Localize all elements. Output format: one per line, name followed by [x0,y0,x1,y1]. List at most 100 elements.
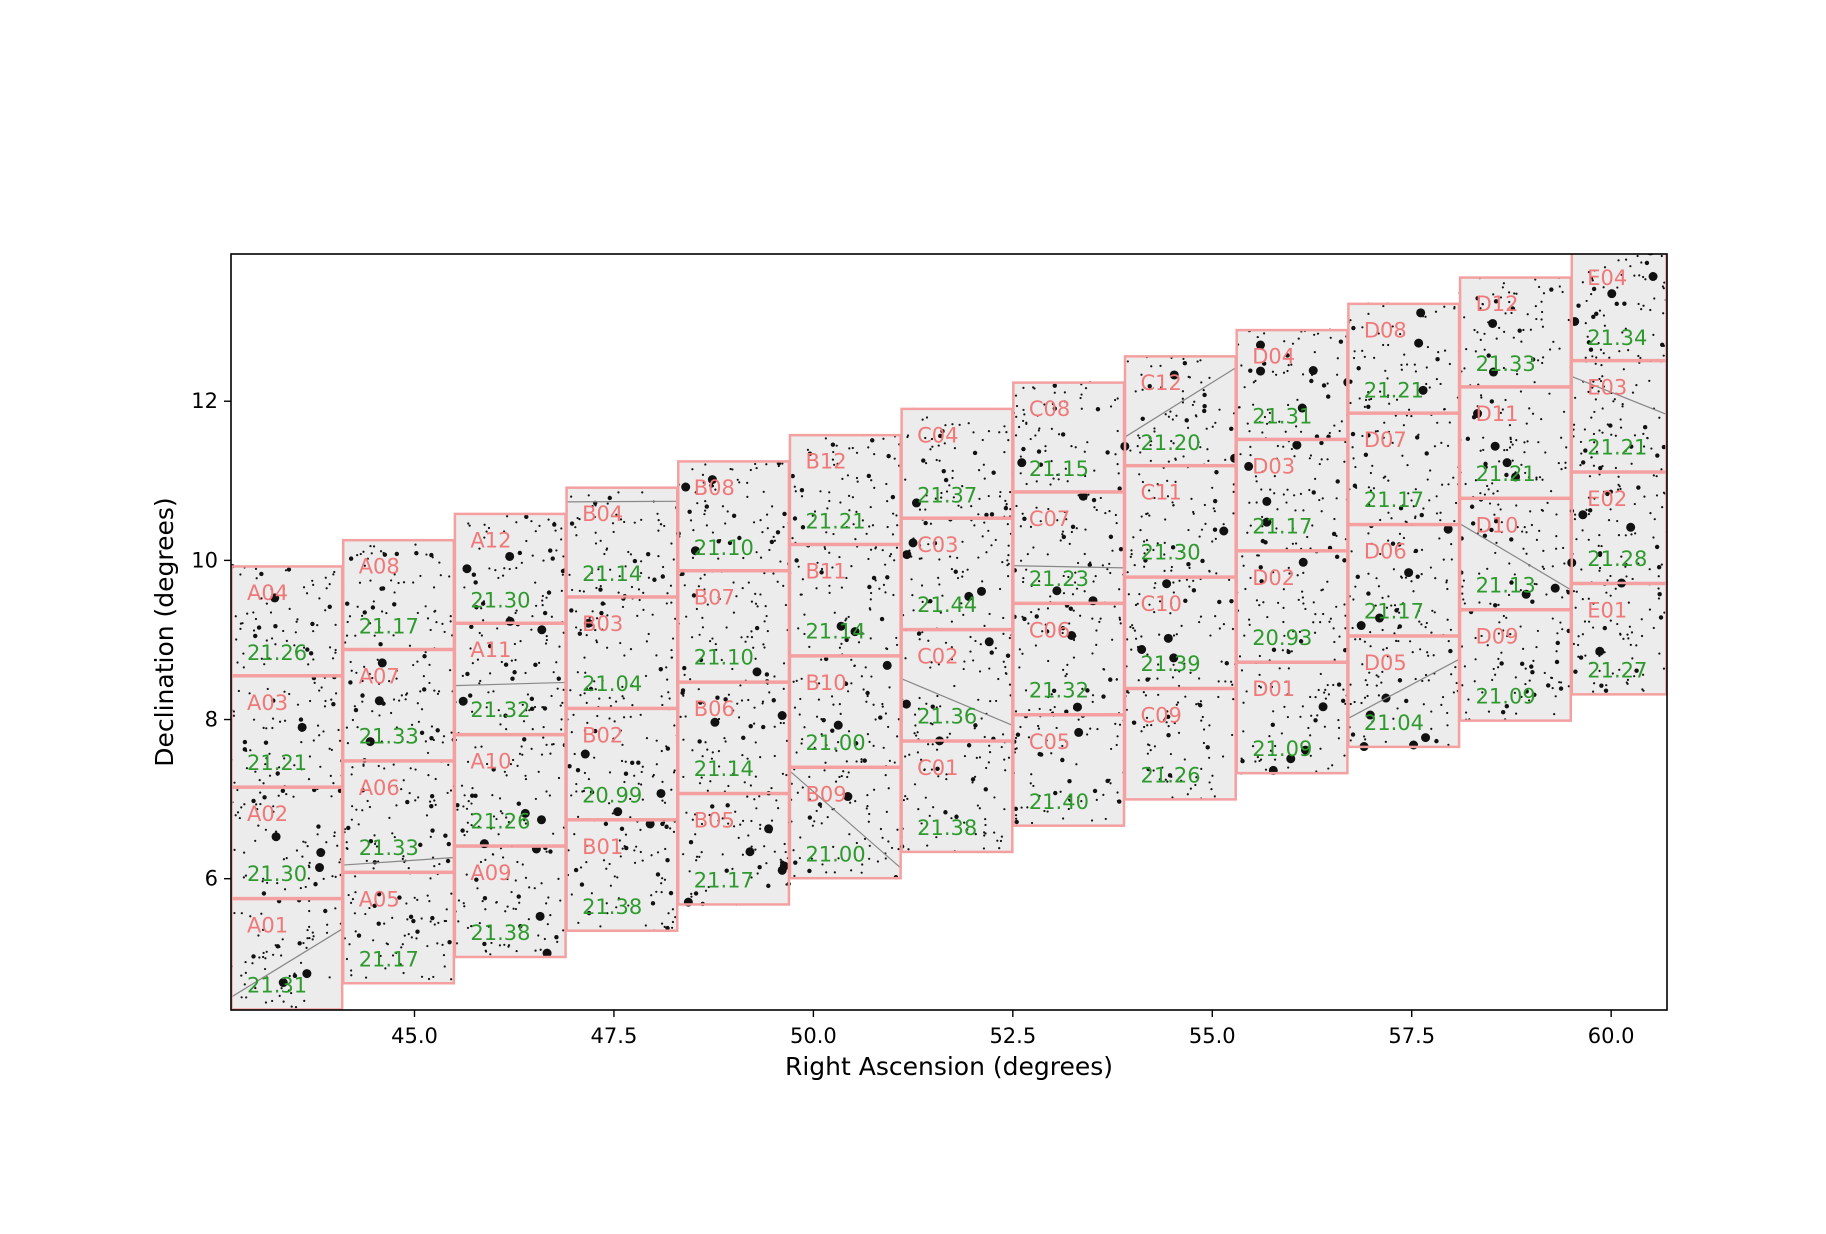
tile-stars [341,872,453,985]
star [306,937,309,940]
star [1497,503,1500,506]
star [1249,524,1252,527]
star [1286,369,1289,373]
star [1326,382,1329,385]
star [1018,666,1021,669]
star [1266,408,1269,411]
star [989,700,992,703]
star [1142,691,1145,694]
tile-name-label: A05 [359,887,400,911]
star [348,943,351,946]
star [1297,403,1307,413]
star [1465,347,1468,351]
star [1313,333,1316,336]
tile-depth-label: 21.17 [359,947,419,971]
star [1519,625,1522,628]
star [732,611,736,614]
star [747,834,750,837]
star [1286,488,1289,491]
star [895,636,898,640]
star [1368,671,1371,674]
star [1093,469,1096,472]
star [866,794,869,797]
tile-depth-label: 21.38 [917,816,977,840]
star [1500,709,1506,715]
star [1363,640,1366,643]
star [469,647,472,650]
star [1070,444,1073,448]
star [374,840,377,843]
star [271,832,281,842]
star [702,701,705,705]
star [655,872,661,877]
star [1294,542,1298,545]
star [641,765,644,768]
star [507,945,510,948]
star [541,599,544,602]
star [1327,767,1330,770]
star [1642,432,1645,435]
star [978,497,981,500]
star [629,553,633,556]
star [1199,700,1203,703]
star [1005,430,1008,434]
star [504,910,507,913]
star [1555,640,1560,646]
star [1146,548,1149,551]
star [1590,456,1593,459]
star [1319,672,1322,676]
star [1091,694,1095,697]
star [1162,579,1172,589]
star [1422,703,1425,706]
star [1335,479,1340,484]
tile-depth-label: 21.33 [1476,352,1536,376]
star [682,665,687,671]
star [476,887,479,890]
star [1185,578,1189,581]
star [811,824,814,827]
star [1396,542,1402,547]
star [1424,315,1427,318]
star [714,642,717,646]
star [1025,482,1028,486]
star [308,925,311,929]
star [1014,394,1018,397]
star [1375,684,1378,687]
star [606,646,609,649]
star [1417,609,1420,612]
star [1567,318,1570,322]
star [1072,707,1076,710]
star [1495,541,1498,544]
x-tick-label: 47.5 [591,1024,638,1048]
star [816,561,819,564]
star [1598,669,1601,672]
star [1108,510,1111,513]
star [1588,347,1594,352]
star [1083,552,1086,556]
star [483,523,486,526]
star [918,557,921,560]
star [307,663,310,666]
star [1599,683,1604,688]
star [1104,511,1107,515]
star [753,722,756,725]
star [245,767,249,770]
star [249,915,252,918]
tile-image [1012,714,1125,827]
star [1328,431,1331,435]
star [750,876,753,879]
star [1153,610,1156,614]
star [424,651,427,654]
star [908,538,918,548]
star [577,921,580,924]
star [779,858,782,861]
star [1309,754,1312,757]
star [242,876,245,879]
star [983,787,988,792]
tile-name-label: A11 [470,638,511,662]
star [1214,537,1217,541]
star [1146,724,1149,727]
star [1202,741,1206,745]
star [754,741,757,744]
star [1480,634,1483,638]
